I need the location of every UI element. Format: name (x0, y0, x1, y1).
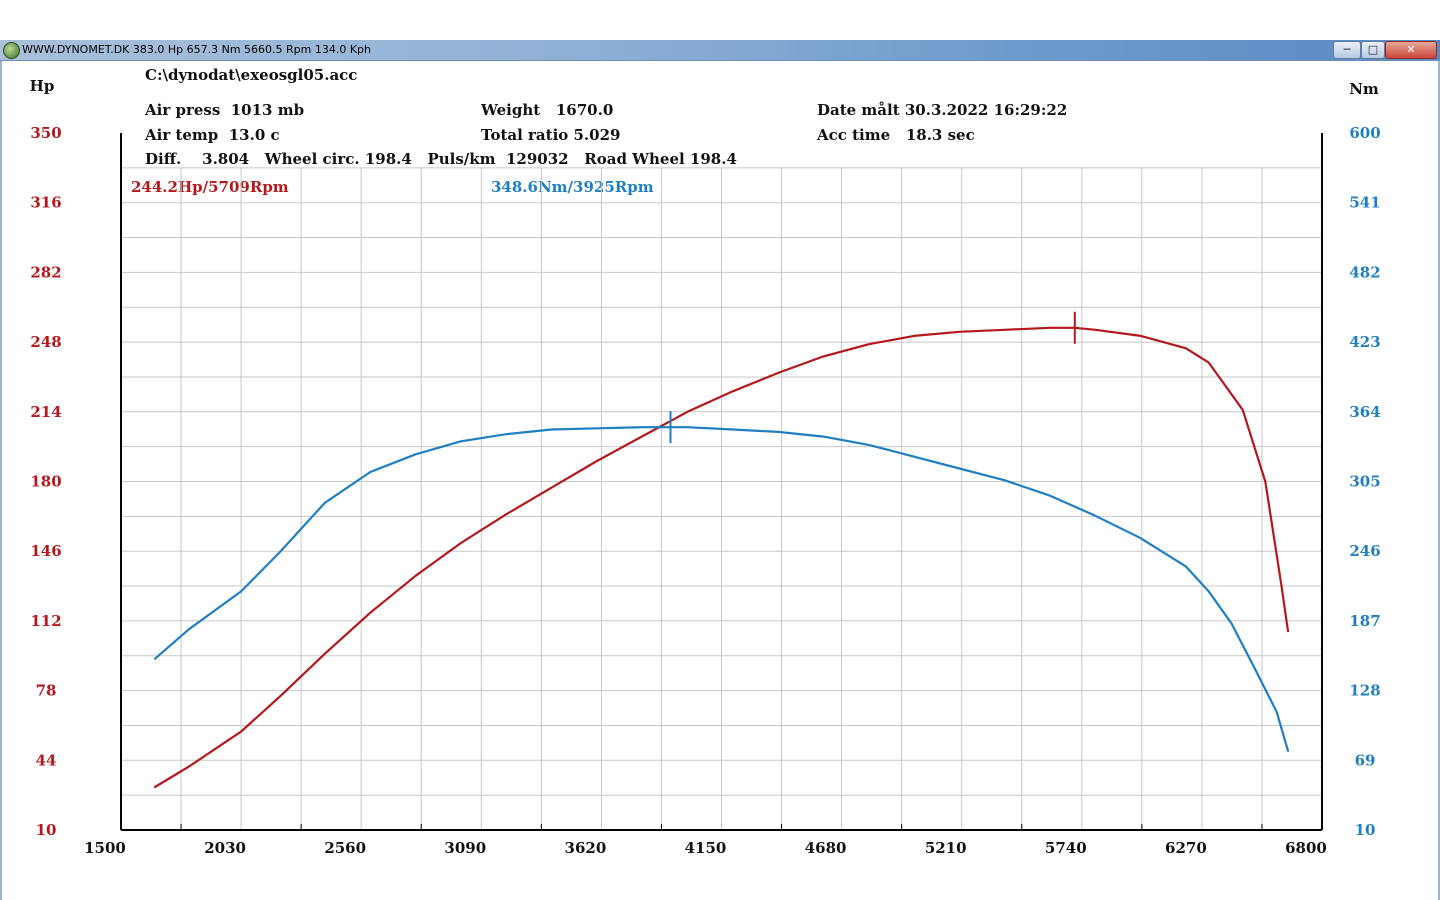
x-tick-label: 3620 (565, 839, 607, 857)
app-icon (3, 42, 20, 59)
air-temp-info: Air temp 13.0 c (145, 126, 280, 144)
left-tick-label: 214 (30, 403, 61, 421)
left-tick-label: 282 (30, 263, 61, 281)
window-title: WWW.DYNOMET.DK 383.0 Hp 657.3 Nm 5660.5 … (22, 43, 372, 56)
x-tick-label: 6270 (1165, 839, 1207, 857)
left-tick-label: 350 (30, 124, 61, 142)
right-tick-label: 305 (1349, 473, 1380, 491)
right-tick-label: 187 (1349, 612, 1380, 630)
right-tick-label: 423 (1349, 333, 1380, 351)
air-press-info: Air press 1013 mb (145, 101, 305, 119)
x-tick-label: 6800 (1285, 839, 1327, 857)
total-ratio-info: Total ratio 5.029 (481, 126, 621, 144)
power-peak-label: 244.2Hp/5709Rpm (131, 178, 289, 196)
x-tick-label: 1500 (84, 839, 126, 857)
window-frame-right (1438, 61, 1440, 900)
left-tick-label: 44 (36, 751, 57, 769)
maximize-button[interactable]: □ (1361, 41, 1385, 59)
left-tick-label: 78 (36, 682, 57, 700)
x-tick-label: 4680 (805, 839, 847, 857)
window-frame-left (0, 61, 2, 900)
acc-time-info: Acc time 18.3 sec (817, 126, 975, 144)
minimize-button[interactable]: ─ (1333, 41, 1361, 59)
title-bar: WWW.DYNOMET.DK 383.0 Hp 657.3 Nm 5660.5 … (0, 40, 1440, 61)
torque-curve (153, 426, 1290, 752)
left-tick-label: 10 (36, 821, 57, 839)
right-tick-label: 482 (1349, 263, 1380, 281)
left-tick-label: 248 (30, 333, 61, 351)
right-tick-label: 364 (1349, 403, 1380, 421)
left-axis-label: Hp (30, 77, 55, 95)
right-tick-label: 69 (1355, 751, 1376, 769)
right-axis-label: Nm (1349, 80, 1379, 98)
x-tick-label: 5210 (925, 839, 967, 857)
vertical-gridlines (180, 168, 1263, 830)
close-button[interactable]: ✕ (1385, 41, 1437, 59)
left-tick-label: 112 (30, 612, 61, 630)
x-tick-label: 2030 (204, 839, 246, 857)
diff-wheel-info: Diff. 3.804 Wheel circ. 198.4 Puls/km 12… (145, 150, 737, 168)
weight-info: Weight 1670.0 (481, 101, 614, 119)
x-tick-label: 3090 (444, 839, 486, 857)
horizontal-gridlines (121, 167, 1322, 796)
right-tick-label: 541 (1349, 194, 1380, 212)
left-tick-label: 316 (30, 194, 61, 212)
left-tick-label: 146 (30, 542, 61, 560)
right-tick-label: 128 (1349, 682, 1380, 700)
file-path: C:\dynodat\exeosgl05.acc (145, 66, 358, 84)
torque-peak-label: 348.6Nm/3925Rpm (491, 178, 654, 196)
right-tick-label: 246 (1349, 542, 1380, 560)
right-tick-label: 10 (1355, 821, 1376, 839)
x-tick-label: 5740 (1045, 839, 1087, 857)
power-curve (153, 326, 1290, 789)
left-tick-label: 180 (30, 473, 61, 491)
right-tick-label: 600 (1349, 124, 1380, 142)
date-info: Date målt 30.3.2022 16:29:22 (817, 101, 1068, 119)
x-tick-label: 4150 (685, 839, 727, 857)
x-tick-label: 2560 (324, 839, 366, 857)
